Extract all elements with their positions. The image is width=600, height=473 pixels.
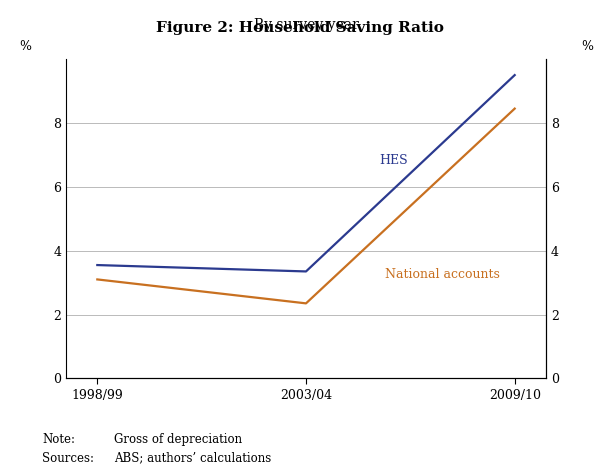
Text: National accounts: National accounts xyxy=(385,268,500,281)
Text: ABS; authors’ calculations: ABS; authors’ calculations xyxy=(114,452,271,464)
Text: Sources:: Sources: xyxy=(42,452,94,464)
Title: By survey year: By survey year xyxy=(254,18,358,32)
Text: HES: HES xyxy=(379,155,407,167)
Text: Gross of depreciation: Gross of depreciation xyxy=(114,433,242,446)
Text: Note:: Note: xyxy=(42,433,75,446)
Text: %: % xyxy=(19,40,31,53)
Text: %: % xyxy=(581,40,593,53)
Text: Figure 2: Household Saving Ratio: Figure 2: Household Saving Ratio xyxy=(156,21,444,35)
